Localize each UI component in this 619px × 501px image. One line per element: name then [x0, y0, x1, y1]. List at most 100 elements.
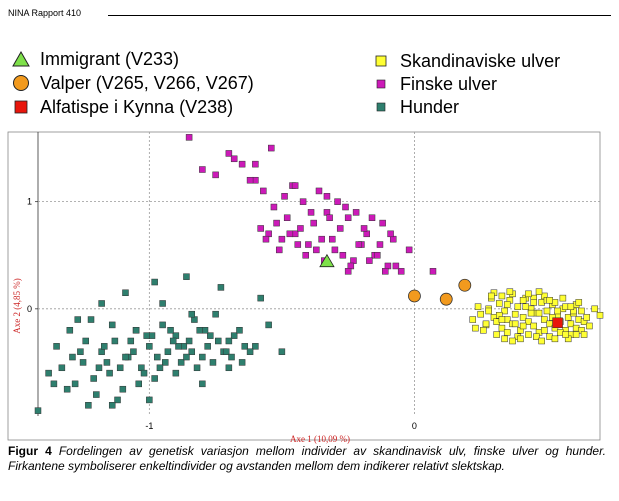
- point-finske-ulver: [230, 155, 238, 163]
- point-finske-ulver: [252, 160, 259, 168]
- point-hunder: [146, 396, 153, 404]
- legend-label: Immigrant (V233): [40, 48, 180, 69]
- point-skandinaviske-ulver: [503, 329, 511, 336]
- point-finske-ulver: [336, 225, 344, 232]
- point-skandinaviske-ulver: [530, 299, 537, 306]
- point-hunder: [154, 353, 161, 361]
- legend-item-hunder: Hunder: [370, 96, 459, 118]
- point-skandinaviske-ulver: [482, 320, 490, 328]
- point-finske-ulver: [429, 268, 437, 275]
- point-hunder: [199, 353, 206, 361]
- point-hunder: [161, 359, 169, 366]
- point-hunder: [74, 316, 82, 323]
- point-skandinaviske-ulver: [567, 320, 575, 328]
- legend-item-finske: Finske ulver: [370, 73, 497, 95]
- point-finske-ulver: [270, 203, 278, 211]
- point-skandinaviske-ulver: [564, 314, 572, 321]
- point-finske-ulver: [278, 235, 286, 243]
- point-skandinaviske-ulver: [525, 290, 532, 298]
- point-skandinaviske-ulver: [519, 322, 527, 330]
- point-skandinaviske-ulver: [535, 309, 543, 317]
- point-hunder: [95, 364, 103, 372]
- point-skandinaviske-ulver: [517, 335, 524, 343]
- point-skandinaviske-ulver: [501, 335, 508, 343]
- point-immigrant-v233: [319, 253, 335, 268]
- point-skandinaviske-ulver: [501, 307, 508, 315]
- point-skandinaviske-ulver: [580, 331, 588, 338]
- point-hunder: [278, 348, 286, 355]
- point-hunder: [98, 300, 105, 307]
- point-hunder: [127, 337, 135, 345]
- square-icon: [370, 76, 392, 92]
- report-title: NINA Rapport 410: [8, 8, 82, 18]
- point-hunder: [87, 316, 95, 323]
- y-tick-label: 0: [27, 304, 32, 314]
- point-skandinaviske-ulver: [543, 307, 551, 315]
- point-hunder: [63, 385, 71, 393]
- point-hunder: [82, 337, 89, 345]
- point-finske-ulver: [297, 225, 304, 232]
- point-hunder: [265, 321, 272, 329]
- point-skandinaviske-ulver: [562, 331, 569, 338]
- point-hunder: [222, 348, 230, 355]
- point-skandinaviske-ulver: [498, 316, 506, 323]
- point-finske-ulver: [347, 262, 355, 270]
- point-hunder: [238, 359, 246, 366]
- point-finske-ulver: [392, 262, 400, 270]
- point-finske-ulver: [397, 268, 405, 275]
- point-finske-ulver: [366, 257, 373, 264]
- point-finske-ulver: [339, 251, 347, 259]
- point-finske-ulver: [199, 166, 206, 173]
- point-hunder: [85, 402, 92, 409]
- point-hunder: [151, 375, 158, 382]
- legend-item-skandinaviske: Skandinaviske ulver: [370, 50, 560, 72]
- caption-label: Figur 4: [8, 444, 52, 458]
- point-hunder: [132, 327, 140, 334]
- point-finske-ulver: [379, 219, 386, 227]
- point-finske-ulver: [368, 214, 376, 221]
- point-skandinaviske-ulver: [511, 320, 519, 328]
- point-finske-ulver: [318, 235, 325, 243]
- point-skandinaviske-ulver: [554, 307, 561, 315]
- x-axis-label: Axe 1 (10,09 %): [290, 434, 350, 444]
- point-skandinaviske-ulver: [519, 314, 527, 321]
- legend-label: Alfatispe i Kynna (V238): [40, 96, 234, 117]
- point-hunder: [34, 407, 42, 414]
- report-header: NINA Rapport 410: [8, 8, 611, 22]
- point-skandinaviske-ulver: [591, 305, 598, 313]
- x-tick-label: -1: [145, 421, 153, 431]
- point-skandinaviske-ulver: [575, 299, 583, 306]
- y-tick-label: 1: [27, 197, 32, 207]
- point-finske-ulver: [294, 241, 302, 248]
- point-hunder: [114, 396, 121, 404]
- point-hunder: [140, 369, 148, 377]
- point-hunder: [58, 364, 66, 372]
- point-skandinaviske-ulver: [535, 288, 543, 295]
- point-skandinaviske-ulver: [474, 303, 482, 310]
- point-alfatispe-i-kynna-v238: [552, 317, 563, 329]
- legend-item-immigrant: Immigrant (V233): [10, 48, 179, 70]
- point-hunder: [225, 364, 233, 372]
- point-skandinaviske-ulver: [551, 335, 559, 343]
- data-points: [34, 134, 604, 414]
- point-hunder: [71, 380, 79, 388]
- point-hunder: [252, 343, 259, 350]
- point-skandinaviske-ulver: [496, 300, 503, 307]
- square-icon: [370, 99, 392, 115]
- point-finske-ulver: [387, 230, 394, 238]
- square-icon: [10, 99, 32, 115]
- point-hunder: [215, 337, 222, 345]
- square-icon: [370, 53, 392, 69]
- point-hunder: [217, 284, 225, 291]
- point-skandinaviske-ulver: [541, 327, 548, 334]
- point-skandinaviske-ulver: [596, 312, 604, 319]
- point-skandinaviske-ulver: [527, 309, 535, 317]
- point-finske-ulver: [283, 214, 291, 221]
- point-hunder: [79, 359, 87, 366]
- point-finske-ulver: [323, 209, 331, 216]
- point-skandinaviske-ulver: [514, 303, 522, 310]
- point-skandinaviske-ulver: [503, 301, 511, 308]
- point-hunder: [151, 278, 158, 286]
- point-hunder: [90, 375, 97, 382]
- point-finske-ulver: [329, 235, 336, 243]
